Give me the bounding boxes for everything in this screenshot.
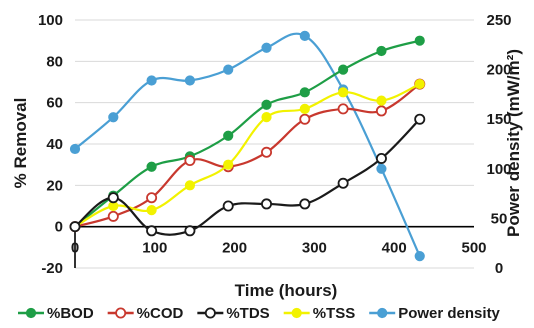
data-point-cod xyxy=(299,113,311,125)
y-tick-label: 100 xyxy=(38,12,63,29)
data-point-tss xyxy=(299,103,310,114)
x-tick-label: 0 xyxy=(71,240,79,257)
y2-tick-label: 50 xyxy=(491,210,508,227)
data-point-cod xyxy=(337,103,349,115)
data-point-bod xyxy=(223,130,234,141)
y-ticks-right: 0 50 100 150 200 250 xyxy=(486,12,511,277)
y2-tick-label: 250 xyxy=(486,12,511,29)
data-point-bod xyxy=(299,87,310,98)
y-tick-label: 60 xyxy=(46,95,63,112)
data-point-cod xyxy=(184,155,196,167)
data-point-bod xyxy=(376,45,387,57)
series-layer xyxy=(69,30,426,262)
x-tick-label: 500 xyxy=(461,240,486,257)
x-tick-label: 300 xyxy=(302,240,327,257)
data-point-tds xyxy=(375,152,387,164)
y-tick-label: 20 xyxy=(46,177,63,194)
y-tick-label: 80 xyxy=(46,53,63,70)
series-line-tss xyxy=(74,83,421,228)
data-point-power-density xyxy=(376,163,387,174)
data-point-cod xyxy=(146,192,158,204)
legend-marker-tds xyxy=(204,307,216,319)
data-point-power-density xyxy=(299,30,310,41)
legend-label-tds: %TDS xyxy=(226,305,269,322)
data-point-tss xyxy=(184,180,196,191)
y2-tick-label: 100 xyxy=(486,161,511,178)
y2-axis-title: Power density (mW/m²) xyxy=(504,49,523,237)
y-tick-label: 40 xyxy=(46,136,63,153)
data-point-tds xyxy=(184,225,196,237)
data-point-tss xyxy=(338,87,349,98)
data-point-power-density xyxy=(184,75,196,86)
legend-marker-cod xyxy=(115,307,127,319)
data-point-tds xyxy=(261,198,273,210)
series-line-bod xyxy=(74,39,421,228)
x-ticks: 0 100 200 300 400 500 xyxy=(71,240,487,257)
data-point-cod xyxy=(261,146,273,158)
data-point-tss xyxy=(261,112,272,123)
y2-tick-label: 0 xyxy=(495,260,503,277)
data-point-tds xyxy=(222,200,234,212)
data-point-power-density xyxy=(223,64,234,75)
y-tick-label: -20 xyxy=(41,260,63,277)
y-axis-title: % Removal xyxy=(11,98,30,189)
legend: %BOD %COD %TDS %TSS Power density xyxy=(18,305,501,322)
y-tick-label: 0 xyxy=(55,219,63,236)
legend-label-cod: %COD xyxy=(137,305,184,322)
legend-marker-tss xyxy=(291,307,302,319)
data-point-tds xyxy=(69,221,81,233)
data-point-power-density xyxy=(414,250,425,262)
data-point-tss xyxy=(414,78,425,90)
legend-label-tss: %TSS xyxy=(313,305,356,322)
data-point-bod xyxy=(261,99,272,110)
data-point-cod xyxy=(107,210,119,222)
data-point-tds xyxy=(299,198,311,210)
data-point-tss xyxy=(223,159,234,170)
y2-tick-label: 200 xyxy=(486,62,511,79)
gridlines xyxy=(75,19,474,269)
legend-marker-power-density xyxy=(377,307,388,319)
x-tick-label: 100 xyxy=(142,240,167,257)
x-tick-label: 200 xyxy=(222,240,247,257)
data-point-bod xyxy=(414,35,425,46)
y-ticks-left: -20 0 20 40 60 80 100 xyxy=(38,12,63,277)
data-point-power-density xyxy=(108,112,119,123)
series-line-tds xyxy=(74,118,421,236)
data-point-cod xyxy=(375,105,387,117)
x-axis-title: Time (hours) xyxy=(235,281,338,300)
data-point-tds xyxy=(107,192,119,204)
series-line-power-density xyxy=(74,32,421,257)
data-point-power-density xyxy=(261,42,272,53)
legend-marker-bod xyxy=(25,307,37,319)
data-point-tss xyxy=(146,205,157,216)
data-point-tss xyxy=(376,95,387,106)
y2-tick-label: 150 xyxy=(486,111,511,128)
data-point-bod xyxy=(338,64,349,75)
x-tick-label: 400 xyxy=(382,240,407,257)
legend-label-bod: %BOD xyxy=(47,305,94,322)
legend-label-power-density: Power density xyxy=(398,305,500,322)
data-point-tds xyxy=(414,113,426,125)
data-point-power-density xyxy=(69,143,81,155)
data-point-bod xyxy=(146,161,157,172)
data-point-tds xyxy=(146,225,158,237)
data-point-power-density xyxy=(146,75,157,86)
data-point-tds xyxy=(337,177,349,189)
